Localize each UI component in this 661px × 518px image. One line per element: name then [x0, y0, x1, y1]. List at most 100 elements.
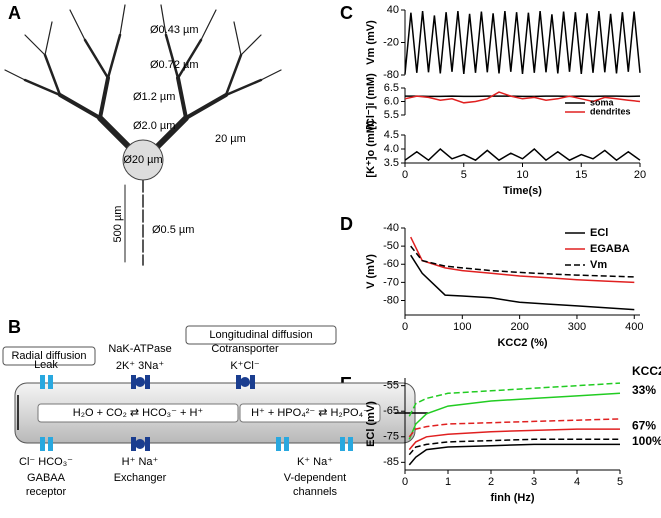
- y-tick-label: 5.5: [384, 109, 399, 121]
- legend-label: ECl: [590, 227, 608, 239]
- transporters: [131, 375, 255, 451]
- label: K⁺Cl⁻: [230, 360, 260, 372]
- soma: [122, 139, 164, 181]
- y-tick-label: -80: [383, 69, 399, 81]
- series-line: [408, 418, 621, 438]
- y-tick-label: 6.5: [384, 82, 399, 94]
- series-line: [410, 245, 635, 278]
- label: Exchanger: [114, 472, 167, 484]
- annotation: 67%: [632, 419, 656, 433]
- y-tick-label: -50: [383, 240, 399, 252]
- x-tick-label: 400: [625, 321, 643, 333]
- diameter-label: Ø20 µm: [123, 154, 162, 166]
- y-axis-label: V (mV): [365, 254, 377, 289]
- legend-label: EGABA: [590, 243, 630, 255]
- x-tick-label: 20: [634, 169, 646, 181]
- label: Cl⁻ HCO₃⁻: [19, 456, 73, 468]
- label-box: [239, 403, 381, 423]
- x-tick-label: 0: [402, 321, 408, 333]
- x-tick-label: 0: [402, 169, 408, 181]
- y-tick-label: -40: [383, 222, 399, 234]
- y-tick-label: 4.0: [384, 143, 399, 155]
- x-axis-label: Time(s): [503, 185, 542, 197]
- annotation: KCC2: [632, 364, 661, 378]
- y-tick-label: -85: [383, 456, 399, 468]
- y-tick-label: -75: [383, 431, 399, 443]
- x-tick-label: 4: [574, 476, 580, 488]
- series-line: [408, 438, 620, 456]
- panel-letter: B: [8, 317, 21, 337]
- label: NaK-ATPase: [108, 343, 171, 355]
- y-tick-label: 3.5: [384, 157, 399, 169]
- x-tick-label: 2: [488, 476, 494, 488]
- channels: [40, 375, 353, 451]
- y-tick-label: -60: [383, 258, 399, 270]
- series-line: [410, 236, 635, 284]
- y-tick-label: -65: [383, 405, 399, 417]
- label-box: [185, 325, 337, 345]
- y-tick-label: -20: [383, 36, 399, 48]
- label: Leak: [34, 359, 58, 371]
- legend-label: dendrites: [590, 106, 631, 116]
- panel-letter: A: [8, 3, 21, 23]
- label-box: [37, 403, 239, 423]
- scale-label: 20 µm: [215, 133, 246, 145]
- series-line: [408, 428, 620, 451]
- label: Longitudinal diffusion: [209, 329, 312, 341]
- x-tick-label: 100: [453, 321, 471, 333]
- x-tick-label: 300: [568, 321, 586, 333]
- diameter-label: Ø0.5 µm: [152, 224, 194, 236]
- annotation: 33%: [632, 383, 656, 397]
- legend-label: soma: [590, 97, 615, 107]
- y-tick-label: 40: [387, 4, 399, 16]
- x-axis-label: KCC2 (%): [497, 337, 547, 349]
- label: V-dependent: [284, 472, 346, 484]
- series-line: [404, 91, 641, 104]
- y-axis-label: [K⁺]o (mM): [365, 120, 377, 177]
- label-box: [2, 346, 96, 366]
- panel-letter: C: [340, 3, 353, 23]
- x-tick-label: 15: [575, 169, 587, 181]
- label: GABAA: [27, 472, 66, 484]
- x-tick-label: 1: [445, 476, 451, 488]
- series-line: [410, 254, 635, 311]
- label: Cotransporter: [211, 343, 279, 355]
- label: H⁺ Na⁺: [122, 456, 159, 468]
- label: Radial diffusion: [11, 350, 86, 362]
- y-tick-label: -80: [383, 294, 399, 306]
- x-tick-label: 0: [402, 476, 408, 488]
- label: channels: [293, 486, 338, 498]
- annotation: 100%: [632, 434, 661, 448]
- x-tick-label: 10: [516, 169, 528, 181]
- y-tick-label: -55: [383, 380, 399, 392]
- series-line: [404, 11, 641, 74]
- y-axis-label: ECl (mV): [365, 401, 377, 447]
- x-tick-label: 5: [461, 169, 467, 181]
- diameter-label: Ø0.72 µm: [150, 59, 199, 71]
- label: 2K⁺ 3Na⁺: [116, 360, 164, 372]
- diameter-label: Ø2.0 µm: [133, 120, 175, 132]
- legend-label: Vm: [590, 259, 607, 271]
- y-axis-label: [Cl⁻]i (mM): [365, 73, 377, 130]
- label: receptor: [26, 486, 67, 498]
- diameter-label: Ø0.43 µm: [150, 24, 199, 36]
- y-tick-label: -70: [383, 276, 399, 288]
- x-tick-label: 5: [617, 476, 623, 488]
- label: K⁺ Na⁺: [297, 456, 333, 468]
- y-tick-label: 6.0: [384, 95, 399, 107]
- x-axis-label: finh (Hz): [491, 492, 535, 504]
- reaction: H₂O + CO₂ ⇄ HCO₃⁻ + H⁺: [73, 407, 204, 419]
- reaction: H⁺ + HPO₄²⁻ ⇄ H₂PO₄⁻: [251, 407, 369, 419]
- y-tick-label: 4.5: [384, 129, 399, 141]
- x-tick-label: 200: [510, 321, 528, 333]
- panel-letter: D: [340, 214, 353, 234]
- scale-label: 500 µm: [112, 206, 124, 243]
- diameter-label: Ø1.2 µm: [133, 91, 175, 103]
- x-tick-label: 3: [531, 476, 537, 488]
- series-line: [408, 443, 620, 466]
- y-axis-label: Vm (mV): [365, 20, 377, 65]
- series-line: [408, 392, 621, 440]
- neuron: [4, 4, 282, 266]
- series-line: [404, 147, 641, 162]
